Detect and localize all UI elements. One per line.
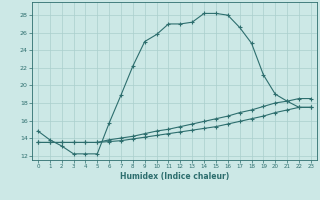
X-axis label: Humidex (Indice chaleur): Humidex (Indice chaleur) bbox=[120, 172, 229, 181]
